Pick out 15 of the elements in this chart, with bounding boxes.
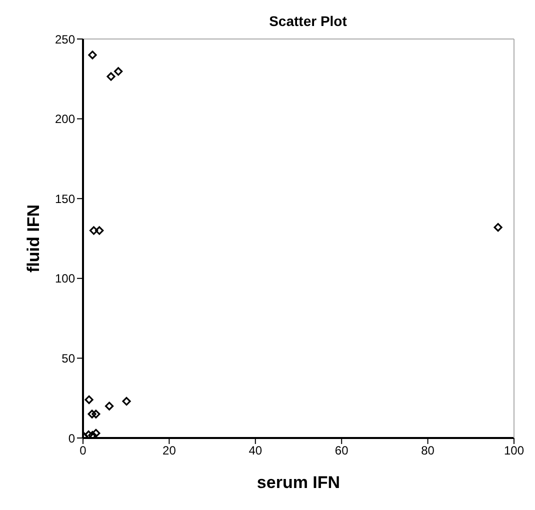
x-tick-label: 40 <box>248 444 262 458</box>
y-tick-label: 100 <box>54 272 76 286</box>
x-tick-label: 0 <box>80 444 87 458</box>
x-tick-label: 20 <box>162 444 176 458</box>
x-tick-label: 100 <box>504 444 524 458</box>
chart-title: Scatter Plot <box>269 13 348 29</box>
x-axis-title: serum IFN <box>256 473 340 492</box>
x-tick-label: 60 <box>334 444 349 458</box>
y-tick-label: 150 <box>54 192 76 206</box>
y-tick-label: 50 <box>62 351 76 366</box>
x-tick-label: 80 <box>421 444 435 458</box>
y-tick-label: 200 <box>54 112 76 126</box>
y-axis-title: fluid IFN <box>24 204 44 272</box>
y-tick-label: 250 <box>54 32 76 46</box>
y-tick-label: 0 <box>68 431 76 446</box>
